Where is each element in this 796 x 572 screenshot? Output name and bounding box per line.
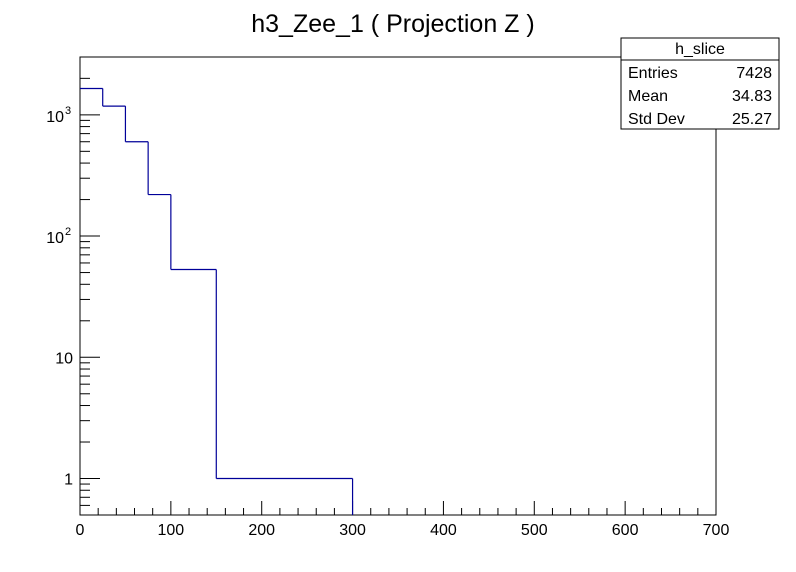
y-tick-label-exponent: 3 <box>65 105 71 117</box>
x-axis-ticks <box>79 501 717 515</box>
x-tick-label: 100 <box>158 522 185 539</box>
x-tick-label: 700 <box>703 522 730 539</box>
stats-entries-value: 7428 <box>736 65 772 82</box>
stats-mean-label: Mean <box>628 88 668 105</box>
x-tick-label: 400 <box>430 522 457 539</box>
x-tick-label: 500 <box>521 522 548 539</box>
y-axis-ticks <box>80 56 100 516</box>
x-tick-label: 0 <box>76 522 85 539</box>
stats-stddev-label: Std Dev <box>628 111 685 128</box>
x-tick-label: 200 <box>248 522 275 539</box>
y-tick-label: 10 <box>55 350 73 367</box>
x-axis-labels: 0 100 200 300 400 500 600 700 <box>76 522 730 539</box>
stats-box: h_slice Entries 7428 Mean 34.83 Std Dev … <box>620 37 780 130</box>
x-tick-label: 600 <box>612 522 639 539</box>
stats-mean-value: 34.83 <box>732 88 772 105</box>
histogram-bins <box>80 87 354 515</box>
stats-entries-label: Entries <box>628 65 678 82</box>
y-tick-label: 10 <box>46 109 64 126</box>
x-tick-label: 300 <box>339 522 366 539</box>
chart-title: h3_Zee_1 ( Projection Z ) <box>251 10 534 38</box>
stats-box-frame <box>620 37 780 130</box>
y-tick-label: 10 <box>46 230 64 247</box>
y-tick-label: 1 <box>64 472 73 489</box>
y-tick-label-exponent: 2 <box>65 226 71 238</box>
stats-box-title: h_slice <box>675 41 725 58</box>
plot-frame <box>79 56 717 516</box>
stats-stddev-value: 25.27 <box>732 111 772 128</box>
